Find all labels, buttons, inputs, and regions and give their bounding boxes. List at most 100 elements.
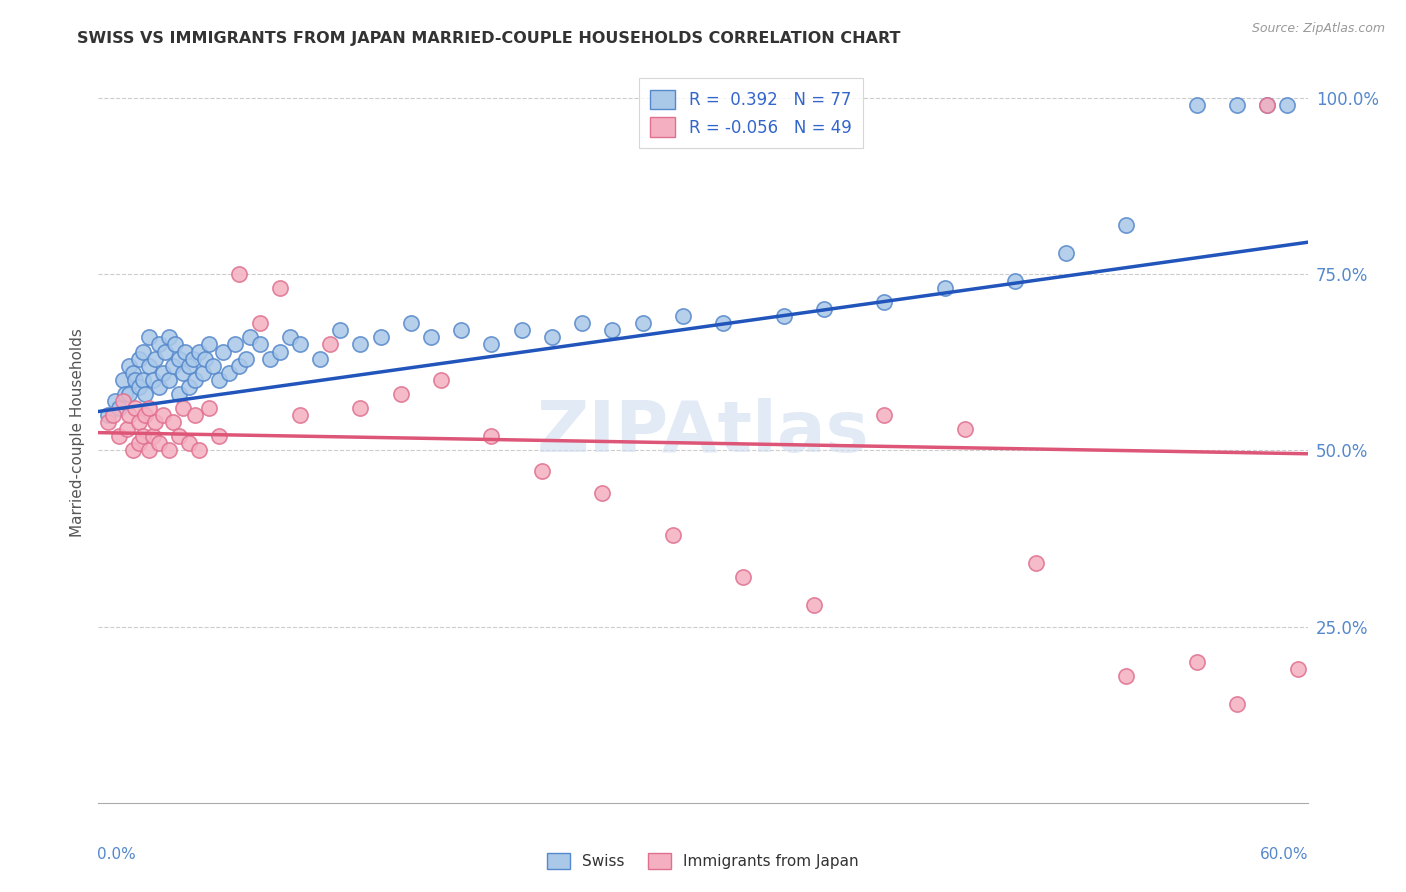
Point	[873, 295, 896, 310]
Point	[1226, 97, 1249, 112]
Point	[309, 351, 332, 366]
Point	[450, 323, 472, 337]
Point	[188, 443, 211, 458]
Point	[157, 330, 180, 344]
Point	[873, 408, 896, 422]
Legend: Swiss, Immigrants from Japan: Swiss, Immigrants from Japan	[541, 847, 865, 875]
Point	[1004, 274, 1026, 288]
Point	[772, 310, 794, 324]
Point	[661, 528, 683, 542]
Point	[107, 401, 129, 415]
Point	[803, 599, 825, 613]
Point	[115, 422, 138, 436]
Text: ZIPAtlas: ZIPAtlas	[537, 398, 869, 467]
Point	[162, 359, 184, 373]
Point	[278, 330, 301, 344]
Point	[288, 408, 311, 422]
Point	[208, 373, 231, 387]
Point	[288, 337, 311, 351]
Point	[1256, 97, 1278, 112]
Point	[167, 351, 190, 366]
Point	[148, 380, 170, 394]
Point	[124, 373, 146, 387]
Point	[370, 330, 392, 344]
Point	[101, 408, 124, 422]
Point	[103, 393, 125, 408]
Point	[174, 344, 197, 359]
Point	[143, 351, 166, 366]
Point	[157, 443, 180, 458]
Point	[631, 316, 654, 330]
Point	[198, 337, 221, 351]
Point	[118, 387, 141, 401]
Point	[224, 337, 246, 351]
Point	[329, 323, 352, 337]
Point	[134, 408, 156, 422]
Point	[162, 415, 184, 429]
Point	[1054, 245, 1077, 260]
Point	[163, 337, 186, 351]
Point	[1025, 556, 1047, 570]
Point	[179, 380, 201, 394]
Point	[184, 373, 207, 387]
Point	[157, 373, 180, 387]
Point	[152, 408, 174, 422]
Point	[132, 373, 155, 387]
Point	[672, 310, 695, 324]
Point	[148, 436, 170, 450]
Point	[128, 351, 150, 366]
Point	[142, 373, 165, 387]
Point	[124, 401, 146, 415]
Point	[172, 401, 194, 415]
Point	[481, 429, 503, 443]
Point	[188, 344, 211, 359]
Point	[208, 429, 231, 443]
Point	[148, 337, 170, 351]
Point	[430, 373, 453, 387]
Point	[118, 359, 141, 373]
Point	[399, 316, 422, 330]
Point	[389, 387, 412, 401]
Text: 0.0%: 0.0%	[97, 847, 136, 863]
Point	[118, 408, 141, 422]
Point	[319, 337, 342, 351]
Point	[239, 330, 262, 344]
Point	[235, 351, 257, 366]
Point	[97, 408, 120, 422]
Point	[138, 330, 160, 344]
Point	[540, 330, 562, 344]
Point	[179, 359, 201, 373]
Point	[481, 337, 503, 351]
Point	[349, 401, 371, 415]
Text: 60.0%: 60.0%	[1260, 847, 1309, 863]
Point	[167, 429, 190, 443]
Point	[711, 316, 734, 330]
Point	[167, 387, 190, 401]
Point	[128, 380, 150, 394]
Point	[269, 344, 291, 359]
Point	[114, 387, 136, 401]
Point	[420, 330, 443, 344]
Legend: R =  0.392   N = 77, R = -0.056   N = 49: R = 0.392 N = 77, R = -0.056 N = 49	[638, 78, 863, 148]
Point	[153, 344, 176, 359]
Point	[194, 351, 217, 366]
Point	[591, 485, 613, 500]
Point	[1256, 97, 1278, 112]
Point	[138, 401, 160, 415]
Point	[152, 366, 174, 380]
Point	[259, 351, 281, 366]
Y-axis label: Married-couple Households: Married-couple Households	[69, 328, 84, 537]
Point	[1286, 662, 1309, 676]
Point	[571, 316, 593, 330]
Point	[143, 415, 166, 429]
Point	[181, 351, 204, 366]
Point	[132, 429, 155, 443]
Point	[111, 393, 134, 408]
Text: Source: ZipAtlas.com: Source: ZipAtlas.com	[1251, 22, 1385, 36]
Point	[228, 359, 250, 373]
Point	[249, 337, 271, 351]
Point	[193, 366, 215, 380]
Point	[107, 429, 129, 443]
Point	[733, 570, 755, 584]
Point	[602, 323, 624, 337]
